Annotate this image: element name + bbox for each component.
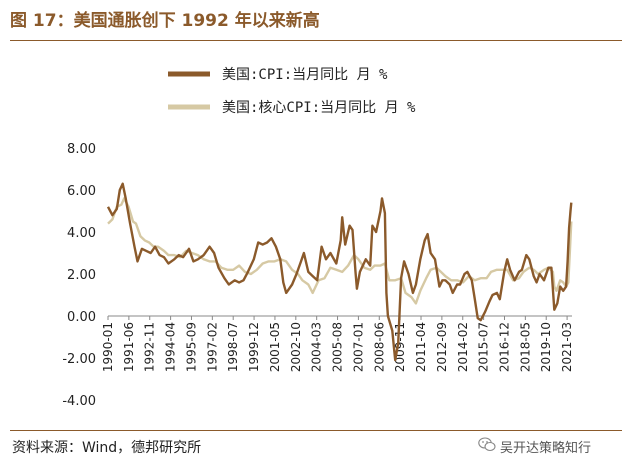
x-axis-ticks: 1990-01 1991-06 1992-11 1994-04 1995-09 1997-… xyxy=(101,316,574,372)
x-tick-label: 1992-11 xyxy=(143,322,157,372)
legend: 美国:CPI:当月同比 月 % 美国:核心CPI:当月同比 月 % xyxy=(168,67,416,116)
x-tick-label: 1990-01 xyxy=(101,322,115,372)
x-tick-label: 2018-05 xyxy=(518,322,532,372)
x-tick-label: 2015-07 xyxy=(477,322,491,372)
x-tick-label: 2002-10 xyxy=(289,322,303,372)
series-line-cpi xyxy=(106,182,573,362)
y-tick-label: -2.00 xyxy=(62,352,96,367)
watermark-text: 吴开达策略知行 xyxy=(500,441,592,456)
x-tick-label: 2021-03 xyxy=(560,322,574,372)
y-tick-label: 8.00 xyxy=(67,142,96,157)
x-tick-label: 2019-10 xyxy=(539,322,553,372)
x-tick-label: 2012-09 xyxy=(435,322,449,372)
y-tick-label: 0.00 xyxy=(67,310,96,325)
x-tick-label: 2014-02 xyxy=(456,322,470,372)
chart-svg: 美国:CPI:当月同比 月 % 美国:核心CPI:当月同比 月 % 8.00 6.… xyxy=(62,67,574,409)
y-axis-ticks: 8.00 6.00 4.00 2.00 0.00 -2.00 -4.00 xyxy=(62,142,96,409)
x-tick-label: 1991-06 xyxy=(122,322,136,372)
x-tick-label: 1998-07 xyxy=(226,322,240,372)
y-tick-label: 2.00 xyxy=(67,268,96,283)
x-tick-label: 1997-02 xyxy=(205,322,219,372)
x-tick-label: 2001-05 xyxy=(268,322,282,372)
x-tick-label: 1995-09 xyxy=(184,322,198,372)
title-divider xyxy=(10,40,622,41)
x-tick-label: 2008-06 xyxy=(372,322,386,372)
y-tick-label: 4.00 xyxy=(67,226,96,241)
wechat-icon xyxy=(478,437,496,456)
x-tick-label: 1994-04 xyxy=(164,322,178,372)
series-group xyxy=(106,182,573,362)
legend-label-core-cpi: 美国:核心CPI:当月同比 月 % xyxy=(222,100,416,116)
x-tick-label: 1999-12 xyxy=(247,322,261,372)
watermark: 吴开达策略知行 xyxy=(478,437,591,456)
y-tick-label: 6.00 xyxy=(67,184,96,199)
x-tick-label: 2005-08 xyxy=(331,322,345,372)
legend-label-cpi: 美国:CPI:当月同比 月 % xyxy=(222,67,388,83)
footer-divider xyxy=(10,430,622,431)
x-tick-label: 2004-03 xyxy=(310,322,324,372)
source-note: 资料来源：Wind，德邦研究所 xyxy=(12,440,202,456)
x-tick-label: 2016-12 xyxy=(497,322,511,372)
x-tick-label: 2011-04 xyxy=(414,322,428,372)
chart-title: 图 17：美国通胀创下 1992 年以来新高 xyxy=(10,11,320,31)
y-tick-label: -4.00 xyxy=(62,394,96,409)
x-tick-label: 2009-11 xyxy=(393,322,407,372)
x-tick-label: 2007-01 xyxy=(351,322,365,372)
